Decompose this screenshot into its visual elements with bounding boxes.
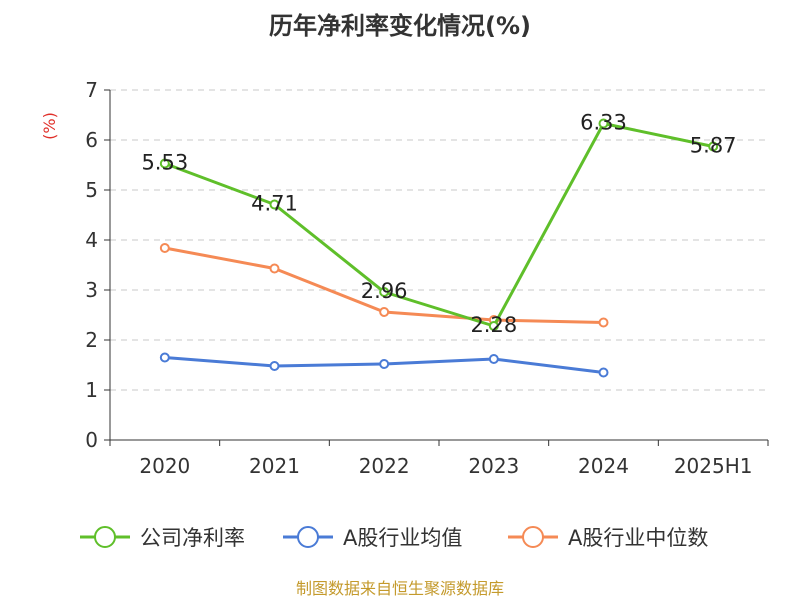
y-axis-label: (%): [40, 112, 59, 140]
y-tick-label: 7: [85, 78, 98, 102]
y-tick-label: 4: [85, 228, 98, 252]
data-point: [159, 352, 170, 363]
data-point: [269, 199, 280, 210]
x-tick-label: 2020: [139, 454, 190, 478]
data-point: [488, 321, 499, 331]
x-tick-label: 2021: [249, 454, 300, 478]
legend-marker: [94, 526, 116, 548]
data-label: 2.96: [361, 279, 408, 303]
legend-marker: [522, 526, 544, 548]
data-point: [598, 367, 609, 378]
x-tick-label: 2023: [468, 454, 519, 478]
legend: 公司净利率 A股行业均值 A股行业中位数: [80, 526, 708, 550]
data-point: [488, 354, 499, 364]
data-label: 4.71: [251, 192, 298, 216]
x-tick-label: 2025H1: [674, 454, 753, 478]
chart-title: 历年净利率变化情况(%): [269, 12, 531, 40]
series-lines: [159, 118, 719, 378]
data-point: [269, 361, 280, 371]
legend-label: A股行业均值: [343, 526, 462, 550]
source-note: 制图数据来自恒生聚源数据库: [296, 579, 504, 598]
y-tick-label: 3: [85, 278, 98, 302]
y-tick-label: 1: [85, 378, 98, 402]
y-tick-label: 6: [85, 128, 98, 152]
data-point: [159, 243, 170, 253]
axes: 0 1 2 3 4 5 6 7 2020 2021 2022 2023 2024 2025H1: [85, 78, 769, 478]
grid: [110, 89, 768, 391]
data-point: [159, 158, 170, 169]
data-point: [269, 263, 280, 274]
data-point: [379, 307, 390, 317]
legend-marker: [297, 526, 319, 548]
data-label: 5.53: [141, 151, 188, 175]
data-point: [598, 118, 609, 129]
data-point: [379, 287, 390, 297]
data-point: [598, 317, 609, 328]
y-tick-label: 0: [85, 428, 98, 452]
series-line: [163, 122, 715, 328]
legend-label: A股行业中位数: [568, 526, 708, 550]
data-label: 5.87: [690, 134, 737, 158]
data-label: 2.28: [470, 313, 517, 337]
data-point: [708, 141, 719, 152]
data-label: 6.33: [580, 111, 627, 135]
x-tick-label: 2024: [578, 454, 629, 478]
y-tick-label: 2: [85, 328, 98, 352]
data-labels: 5.53 4.71 2.96 2.28 6.33 5.87: [141, 111, 736, 338]
x-tick-label: 2022: [359, 454, 410, 478]
legend-label: 公司净利率: [140, 526, 245, 550]
data-point: [379, 359, 390, 369]
y-tick-label: 5: [85, 178, 98, 202]
